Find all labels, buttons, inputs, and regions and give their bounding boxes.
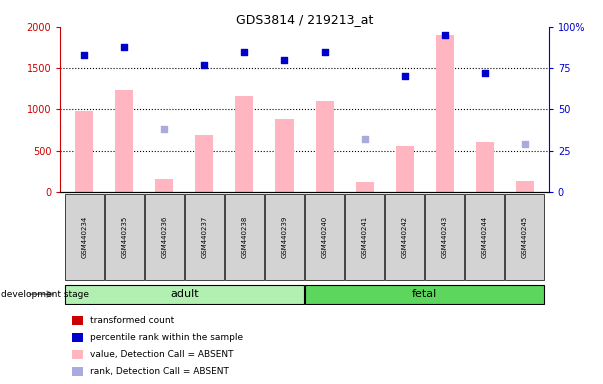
Bar [195, 135, 213, 192]
FancyBboxPatch shape [305, 285, 544, 304]
Point [119, 44, 129, 50]
Text: GSM440236: GSM440236 [162, 216, 168, 258]
FancyBboxPatch shape [426, 194, 464, 280]
Bar [396, 146, 414, 192]
Point [80, 52, 89, 58]
FancyBboxPatch shape [65, 194, 104, 280]
Point [320, 49, 329, 55]
Text: transformed count: transformed count [90, 316, 175, 325]
Text: GSM440235: GSM440235 [121, 216, 127, 258]
Text: GSM440245: GSM440245 [522, 216, 528, 258]
Text: GSM440238: GSM440238 [241, 216, 247, 258]
FancyBboxPatch shape [105, 194, 144, 280]
FancyBboxPatch shape [226, 194, 264, 280]
Point [280, 57, 289, 63]
Point [200, 62, 209, 68]
Text: GSM440243: GSM440243 [441, 216, 447, 258]
Text: rank, Detection Call = ABSENT: rank, Detection Call = ABSENT [90, 367, 229, 376]
Text: value, Detection Call = ABSENT: value, Detection Call = ABSENT [90, 350, 234, 359]
Point [520, 141, 529, 147]
FancyBboxPatch shape [385, 194, 424, 280]
Point [440, 32, 449, 38]
Point [400, 73, 409, 79]
FancyBboxPatch shape [346, 194, 384, 280]
Bar [476, 142, 494, 192]
Point [160, 126, 169, 132]
Text: GSM440237: GSM440237 [201, 216, 207, 258]
FancyBboxPatch shape [305, 194, 344, 280]
Bar [276, 119, 294, 192]
Text: GSM440240: GSM440240 [321, 216, 327, 258]
FancyBboxPatch shape [505, 194, 544, 280]
Point [360, 136, 370, 142]
Text: development stage: development stage [1, 290, 89, 299]
FancyBboxPatch shape [466, 194, 504, 280]
FancyBboxPatch shape [185, 194, 224, 280]
Bar [315, 101, 333, 192]
Bar [75, 111, 93, 192]
Bar [435, 35, 453, 192]
Text: fetal: fetal [412, 289, 437, 299]
Point [239, 49, 249, 55]
FancyBboxPatch shape [65, 285, 304, 304]
Bar [516, 181, 534, 192]
Text: GSM440234: GSM440234 [81, 216, 87, 258]
FancyBboxPatch shape [265, 194, 304, 280]
Bar [115, 91, 133, 192]
Text: GSM440241: GSM440241 [362, 216, 368, 258]
Point [480, 70, 490, 76]
Text: GSM440242: GSM440242 [402, 216, 408, 258]
Title: GDS3814 / 219213_at: GDS3814 / 219213_at [236, 13, 373, 26]
Bar [235, 96, 253, 192]
Bar [156, 179, 174, 192]
Text: percentile rank within the sample: percentile rank within the sample [90, 333, 244, 342]
Text: adult: adult [170, 289, 199, 299]
Bar [356, 182, 374, 192]
FancyBboxPatch shape [145, 194, 183, 280]
Text: GSM440244: GSM440244 [482, 216, 488, 258]
Text: GSM440239: GSM440239 [282, 216, 288, 258]
